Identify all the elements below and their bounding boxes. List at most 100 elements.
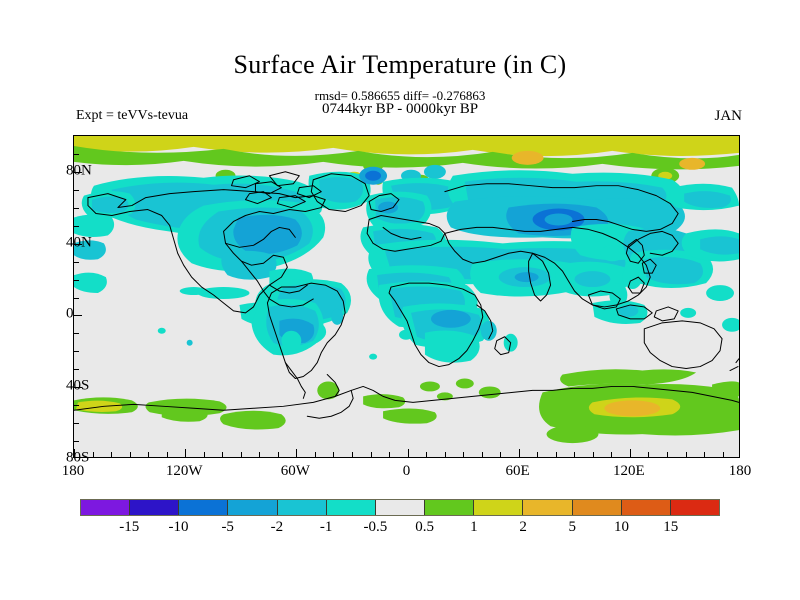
y-tick-major	[74, 315, 82, 317]
colorbar-tick-label: 15	[663, 519, 679, 535]
x-tick-minor	[481, 452, 483, 457]
y-tick-minor	[74, 153, 79, 155]
y-tick-minor	[74, 405, 79, 407]
x-tick-minor	[426, 452, 428, 457]
x-tick-minor	[463, 452, 465, 457]
y-axis-label: 80S	[66, 449, 90, 466]
x-tick-minor	[129, 452, 131, 457]
x-tick-major	[296, 449, 298, 457]
x-tick-major	[518, 449, 520, 457]
x-tick-minor	[222, 452, 224, 457]
period-subtitle: 0744kyr BP - 0000kyr BP	[321, 101, 479, 117]
y-tick-minor	[74, 441, 79, 443]
experiment-label: Expt = teVVs-tevua	[76, 108, 189, 123]
x-tick-major	[185, 449, 187, 457]
x-tick-minor	[666, 452, 668, 457]
y-axis-label: 40S	[66, 377, 90, 394]
x-tick-minor	[314, 452, 316, 457]
colorbar-segment	[375, 500, 426, 515]
x-tick-minor	[92, 452, 94, 457]
y-tick-minor	[74, 261, 79, 263]
x-axis-label: 120E	[612, 463, 645, 479]
y-tick-minor	[74, 279, 79, 281]
x-tick-minor	[277, 452, 279, 457]
y-tick-minor	[74, 207, 79, 209]
month-label: JAN	[714, 108, 742, 124]
x-tick-minor	[444, 452, 446, 457]
colorbar-segment	[228, 500, 278, 515]
x-tick-minor	[259, 452, 261, 457]
x-tick-minor	[592, 452, 594, 457]
y-tick-minor	[74, 423, 79, 425]
x-axis-label: 120W	[165, 463, 203, 479]
colorbar-tick-label: -1	[319, 519, 333, 535]
x-tick-minor	[537, 452, 539, 457]
x-tick-major	[407, 449, 409, 457]
y-axis-label: 40N	[66, 234, 92, 251]
temperature-anomaly-map	[74, 136, 739, 457]
y-tick-minor	[74, 189, 79, 191]
colorbar-segment	[81, 500, 131, 515]
colorbar-tick-label: -10	[168, 519, 189, 535]
colorbar-tick-label: -15	[119, 519, 140, 535]
y-axis-label: 0	[66, 305, 74, 322]
colorbar-segment	[425, 500, 475, 515]
colorbar-segment	[277, 500, 327, 515]
colorbar-segment	[130, 500, 180, 515]
colorbar-segment	[474, 500, 524, 515]
x-tick-minor	[111, 452, 112, 457]
x-tick-minor	[370, 452, 372, 457]
x-axis-label: 0	[402, 463, 411, 479]
colorbar-segment	[326, 500, 376, 515]
x-tick-minor	[166, 452, 168, 457]
x-axis-label: 60W	[280, 463, 310, 479]
colorbar-tick-label: -0.5	[363, 519, 388, 535]
y-tick-minor	[74, 225, 79, 227]
y-tick-minor	[74, 369, 79, 371]
x-tick-minor	[500, 452, 502, 457]
x-tick-minor	[574, 452, 576, 457]
coastlines	[74, 171, 739, 419]
y-tick-minor	[74, 297, 79, 299]
y-tick-major	[74, 243, 82, 245]
x-tick-minor	[240, 452, 242, 457]
colorbar-tick-label: 2	[519, 519, 527, 535]
x-axis-label: 180	[728, 463, 752, 479]
colorbar-segment	[670, 500, 720, 515]
colorbar-tick-label: -5	[221, 519, 234, 535]
x-tick-major	[74, 449, 75, 457]
colorbar	[80, 499, 720, 516]
colorbar-segment	[523, 500, 573, 515]
x-axis-label: 180	[61, 463, 85, 479]
x-tick-minor	[685, 452, 687, 457]
colorbar-segment	[621, 500, 671, 515]
y-tick-major	[74, 387, 82, 389]
x-tick-minor	[611, 452, 613, 457]
x-tick-minor	[333, 452, 335, 457]
y-axis-label: 80N	[66, 162, 92, 179]
x-tick-minor	[389, 452, 390, 457]
x-tick-minor	[555, 452, 557, 457]
x-tick-minor	[722, 452, 724, 457]
x-tick-minor	[351, 452, 353, 457]
colorbar-tick-label: 1	[470, 519, 478, 535]
colorbar-tick-label: 0.5	[415, 519, 434, 535]
x-tick-minor	[704, 452, 705, 457]
colorbar-segment	[572, 500, 622, 515]
y-tick-minor	[74, 351, 79, 353]
y-tick-minor	[74, 333, 79, 335]
x-tick-major	[629, 449, 631, 457]
statistics-line: rmsd= 0.586655 diff= -0.276863	[314, 88, 486, 103]
colorbar-tick-label: -2	[270, 519, 284, 535]
colorbar-tick-label: 5	[568, 519, 577, 535]
colorbar-tick-label: 10	[614, 519, 630, 535]
colorbar-segment	[179, 500, 229, 515]
map-plot-area	[73, 135, 740, 458]
y-tick-major	[74, 171, 82, 173]
page-title: Surface Air Temperature (in C)	[233, 50, 567, 79]
x-axis-label: 60E	[505, 463, 530, 479]
x-tick-minor	[648, 452, 650, 457]
x-tick-minor	[148, 452, 150, 457]
x-tick-minor	[203, 452, 205, 457]
